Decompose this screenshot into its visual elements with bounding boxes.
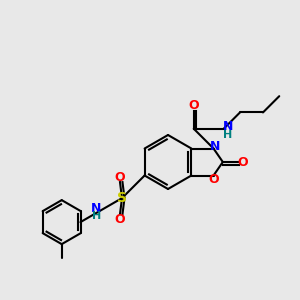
Text: H: H (223, 130, 232, 140)
Text: O: O (115, 171, 125, 184)
Text: H: H (92, 211, 101, 221)
Text: O: O (115, 213, 125, 226)
Text: N: N (223, 120, 233, 133)
Text: S: S (117, 191, 127, 205)
Text: O: O (238, 155, 248, 169)
Text: O: O (208, 173, 219, 186)
Text: O: O (188, 99, 199, 112)
Text: N: N (91, 202, 102, 214)
Text: N: N (210, 140, 221, 153)
